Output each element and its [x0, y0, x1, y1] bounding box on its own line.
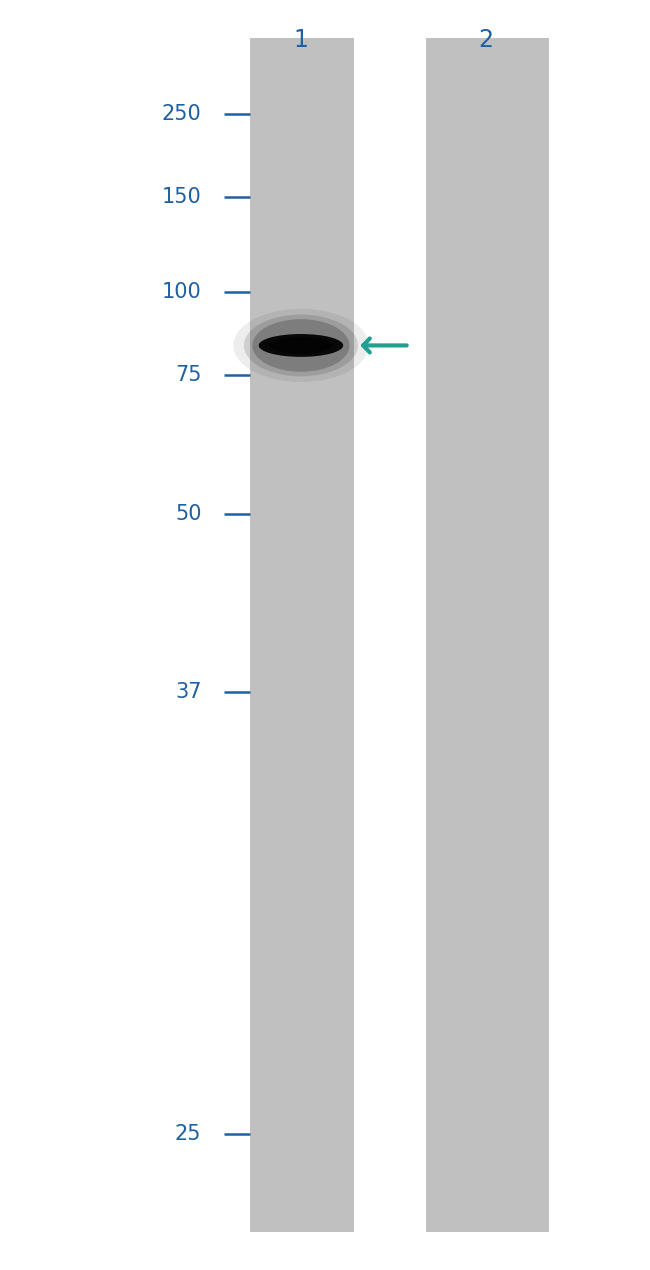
Ellipse shape [252, 319, 350, 372]
Ellipse shape [259, 334, 343, 357]
Ellipse shape [244, 315, 358, 376]
Bar [250, 38, 354, 1232]
Text: 37: 37 [175, 682, 202, 702]
Text: 150: 150 [162, 187, 202, 207]
Bar [426, 38, 549, 1232]
Ellipse shape [233, 309, 369, 382]
Text: 1: 1 [294, 28, 308, 52]
Text: 75: 75 [175, 364, 202, 385]
Text: 50: 50 [175, 504, 202, 525]
Text: 100: 100 [162, 282, 202, 302]
Ellipse shape [269, 337, 333, 354]
Text: 2: 2 [478, 28, 494, 52]
Text: 25: 25 [175, 1124, 202, 1144]
Text: 250: 250 [162, 104, 202, 124]
